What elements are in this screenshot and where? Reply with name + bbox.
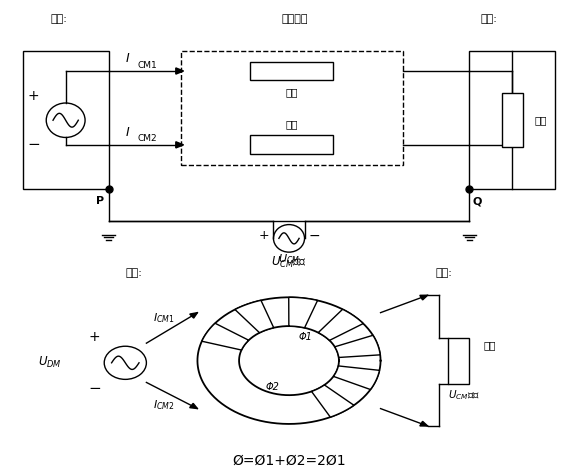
- Text: $I$: $I$: [125, 52, 131, 65]
- Polygon shape: [190, 313, 198, 318]
- Text: $U_{CM}$负载: $U_{CM}$负载: [448, 389, 480, 402]
- Text: −: −: [27, 137, 40, 152]
- Text: 设备:: 设备:: [436, 268, 453, 278]
- Polygon shape: [176, 68, 184, 74]
- Bar: [448, 337, 469, 383]
- Text: $U_{DM}$: $U_{DM}$: [39, 355, 62, 370]
- Text: +: +: [259, 229, 269, 242]
- Bar: [469, 51, 555, 189]
- Text: $U_{CM}$线圈: $U_{CM}$线圈: [271, 255, 307, 270]
- Polygon shape: [176, 142, 184, 148]
- Text: +: +: [89, 329, 101, 344]
- Polygon shape: [318, 309, 363, 340]
- Text: CM1: CM1: [138, 61, 157, 70]
- Text: 设备:: 设备:: [480, 14, 497, 24]
- Polygon shape: [235, 301, 274, 333]
- Text: Ø=Ø1+Ø2=2Ø1: Ø=Ø1+Ø2=2Ø1: [232, 454, 346, 468]
- Polygon shape: [190, 403, 198, 409]
- Polygon shape: [420, 421, 428, 426]
- Text: P: P: [97, 196, 105, 207]
- Polygon shape: [335, 335, 380, 357]
- Polygon shape: [202, 323, 249, 350]
- Bar: [181, 51, 403, 164]
- Text: Φ1: Φ1: [299, 332, 313, 342]
- Polygon shape: [334, 366, 380, 390]
- Text: 电源:: 电源:: [125, 268, 142, 278]
- Text: 负载: 负载: [483, 340, 496, 350]
- Text: 阻抗: 阻抗: [286, 87, 298, 97]
- Text: 阻抗: 阻抗: [535, 115, 547, 125]
- Polygon shape: [289, 297, 317, 328]
- Text: Φ2: Φ2: [265, 382, 279, 392]
- Bar: [23, 51, 109, 189]
- Bar: [250, 62, 334, 81]
- Text: 共模滤波: 共模滤波: [281, 14, 308, 24]
- Text: 阻抗: 阻抗: [286, 119, 298, 129]
- Polygon shape: [420, 295, 428, 300]
- Text: −: −: [88, 382, 101, 396]
- Bar: [250, 136, 334, 154]
- Text: $I_{CM1}$: $I_{CM1}$: [153, 311, 175, 325]
- Polygon shape: [312, 385, 354, 417]
- Text: −: −: [308, 229, 320, 243]
- Text: 电源:: 电源:: [50, 14, 67, 24]
- Text: $I$: $I$: [125, 126, 131, 139]
- Text: CM2: CM2: [138, 135, 157, 144]
- Text: $I_{CM2}$: $I_{CM2}$: [153, 398, 175, 412]
- Text: $U_{CM}$: $U_{CM}$: [278, 253, 300, 266]
- Text: Q: Q: [473, 196, 483, 207]
- Bar: [502, 93, 523, 147]
- Text: +: +: [28, 89, 39, 102]
